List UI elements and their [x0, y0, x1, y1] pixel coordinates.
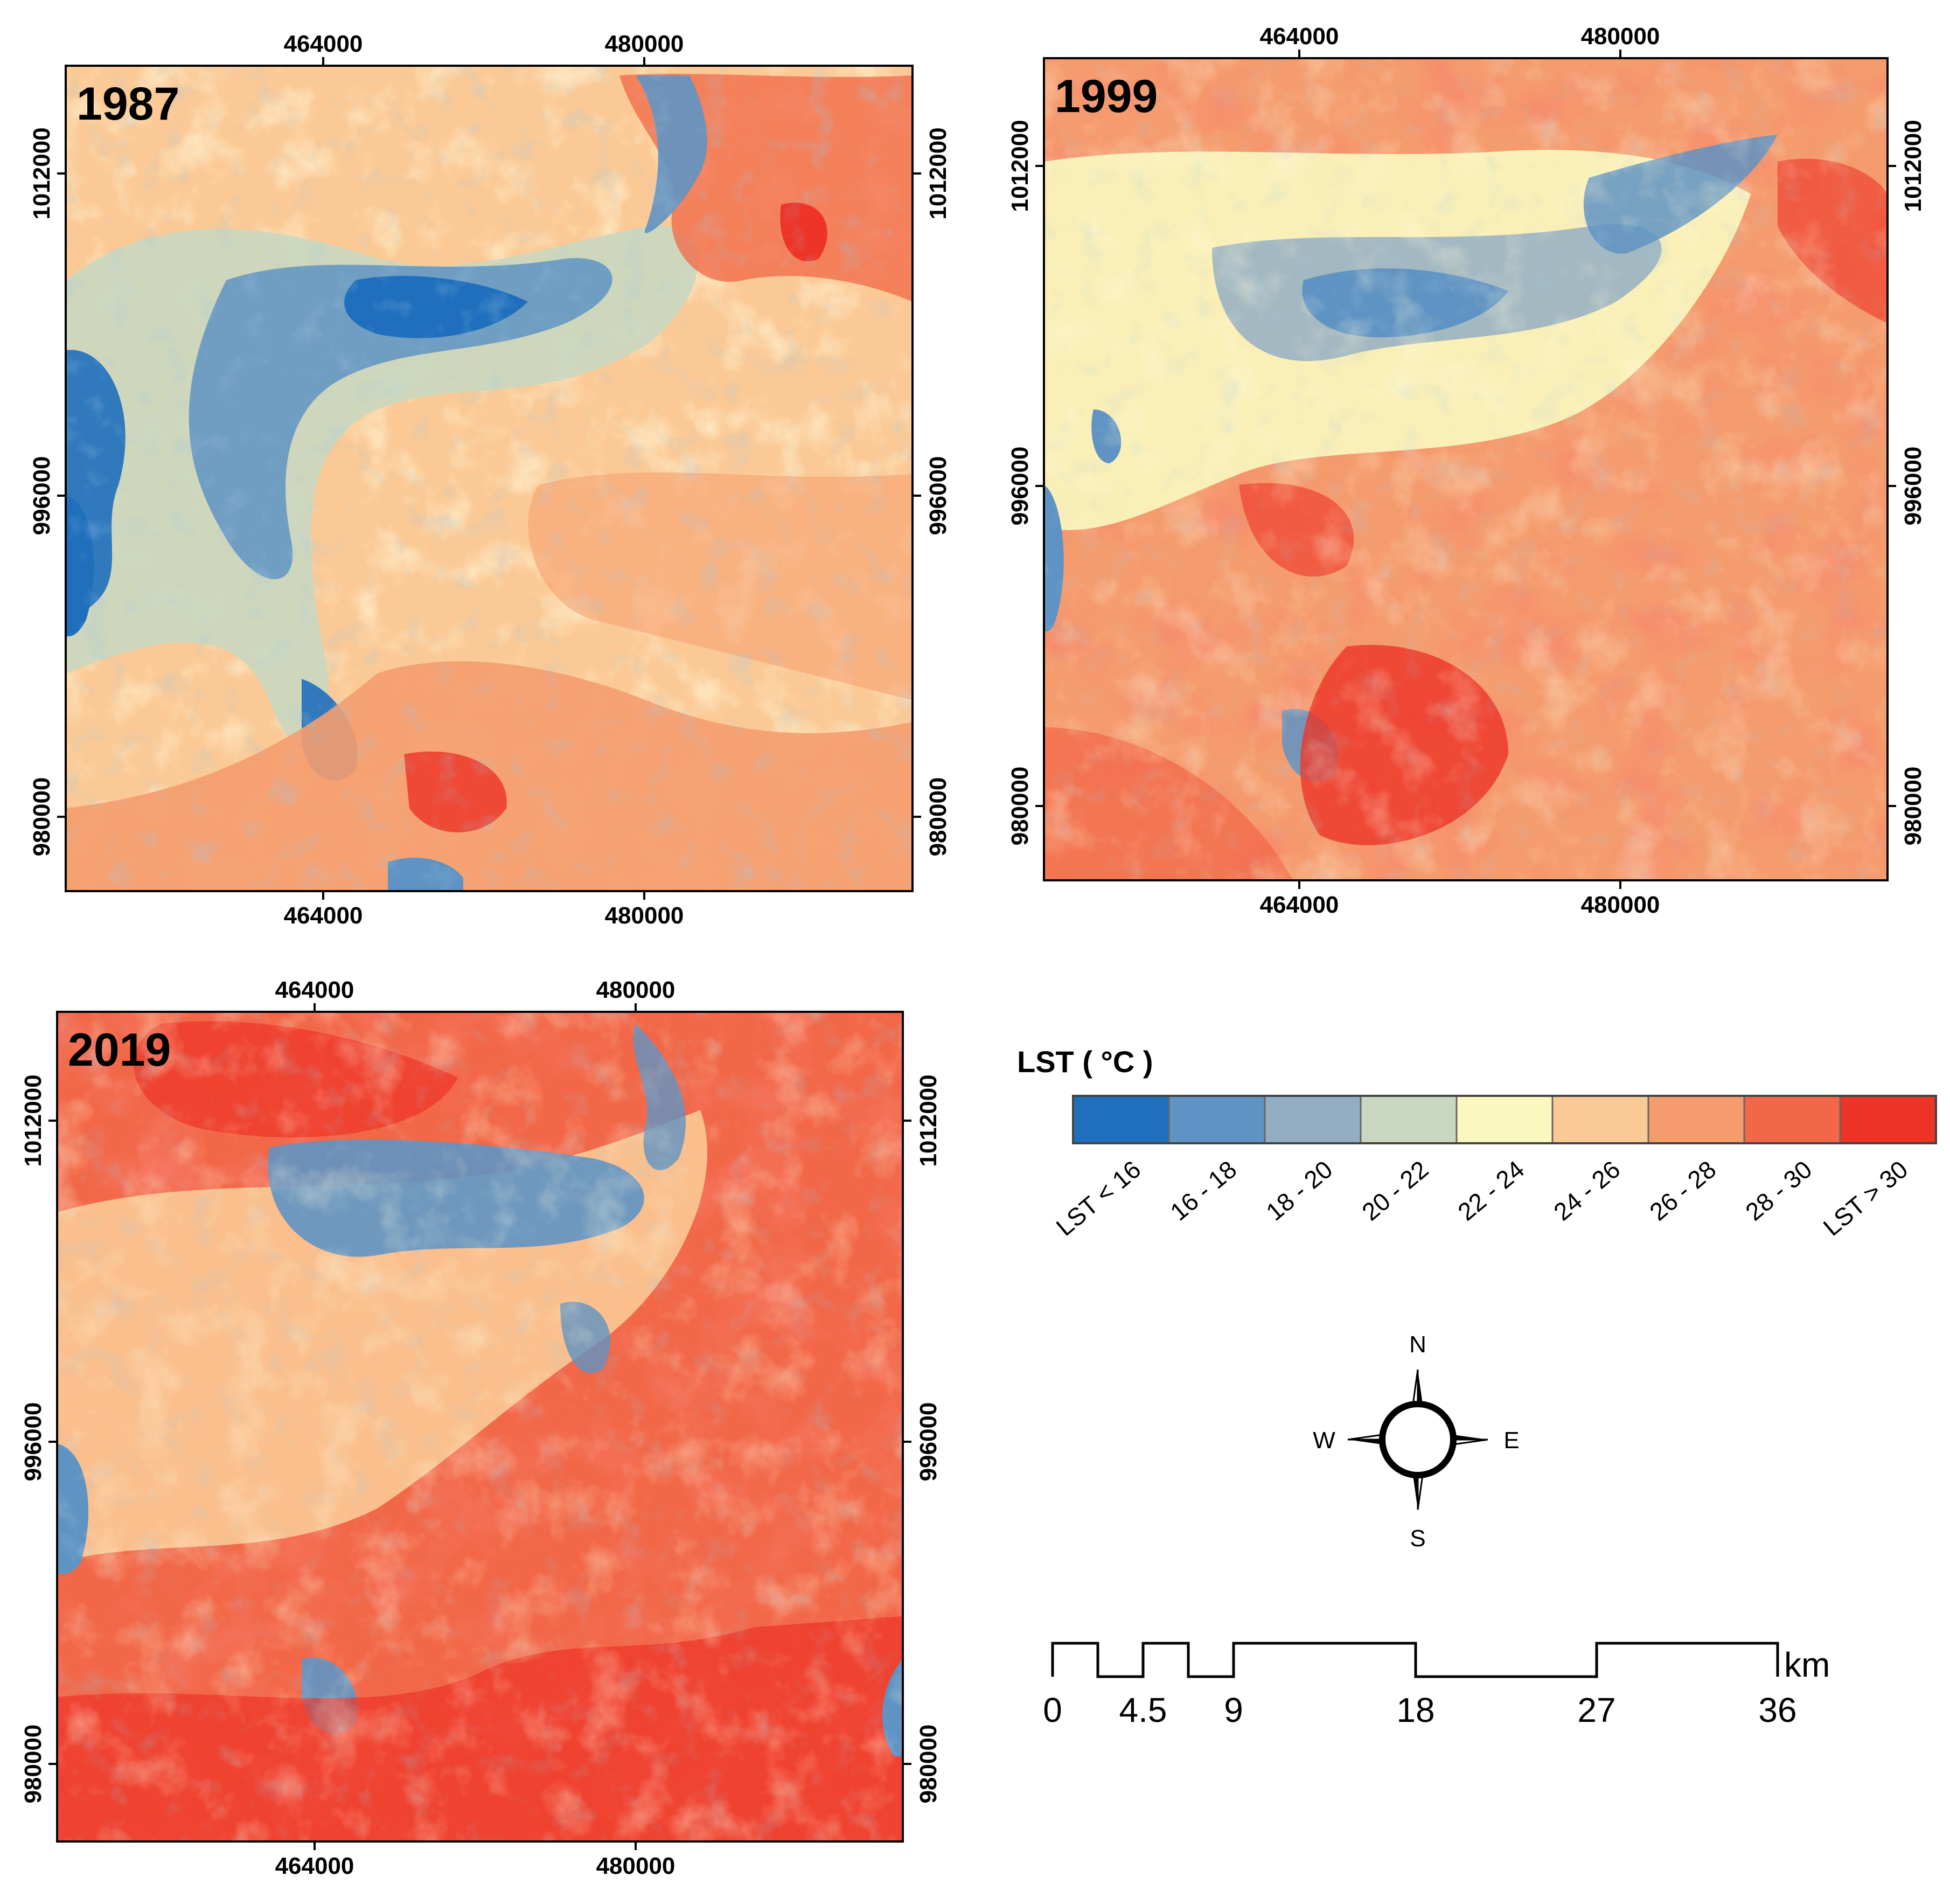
- legend-label: 26 - 28: [1644, 1155, 1721, 1226]
- top-tick-label: 464000: [284, 31, 363, 57]
- lst-raster-2019: [57, 1012, 903, 1842]
- compass-w-label: W: [1313, 1427, 1335, 1454]
- top-tick-label: 480000: [596, 977, 675, 1003]
- map-panel-1987: [65, 65, 914, 892]
- legend-label: 22 - 24: [1452, 1155, 1529, 1226]
- scale-labels: 0 4.5 9 18 27 36: [1043, 1691, 1796, 1729]
- left-tick-label: 1012000: [20, 1074, 46, 1166]
- right-tick-label: 980000: [915, 1725, 942, 1804]
- lst-raster-1999: [1044, 58, 1888, 880]
- scale-label: 18: [1396, 1691, 1434, 1729]
- top-tick-label: 464000: [1260, 23, 1339, 50]
- right-tick-label: 996000: [1900, 447, 1926, 526]
- year-label: 1987: [76, 78, 179, 130]
- year-label: 1999: [1055, 71, 1158, 122]
- compass-s-label: S: [1410, 1525, 1425, 1552]
- left-tick-label: 1012000: [29, 127, 55, 219]
- legend-swatch: [1839, 1095, 1937, 1144]
- left-tick-label: 980000: [1007, 767, 1033, 846]
- right-tick-label: 996000: [915, 1402, 942, 1482]
- legend-swatch: [1072, 1095, 1170, 1144]
- left-tick-label: 996000: [1007, 447, 1033, 526]
- scale-bar-line: [1051, 1642, 1779, 1678]
- legend-label: 16 - 18: [1165, 1155, 1242, 1226]
- north-arrow-compass: N S E W: [1313, 1331, 1519, 1552]
- legend-swatch: [1168, 1095, 1266, 1144]
- right-tick-label: 980000: [925, 777, 951, 857]
- left-tick-label: 1012000: [1007, 120, 1033, 212]
- legend-title: LST ( °C ): [1017, 1045, 1153, 1079]
- axes-1987: 1987 464000 480000 464000 480000 1012000 99600…: [29, 31, 951, 929]
- axes-2019: 2019 464000 480000 464000 480000 1012000 99600…: [20, 977, 942, 1879]
- compass-n-label: N: [1409, 1331, 1426, 1358]
- compass-e-label: E: [1503, 1427, 1519, 1454]
- top-tick-label: 480000: [1581, 23, 1660, 50]
- left-tick-label: 980000: [20, 1725, 46, 1804]
- legend-swatch: [1743, 1095, 1841, 1144]
- top-tick-label: 464000: [275, 977, 354, 1003]
- legend-swatch: [1264, 1095, 1362, 1144]
- legend-swatch: [1360, 1095, 1458, 1144]
- left-tick-label: 996000: [29, 456, 55, 536]
- right-tick-label: 1012000: [925, 127, 951, 219]
- scale-label: 27: [1577, 1691, 1615, 1729]
- legend-label: 20 - 22: [1356, 1155, 1433, 1226]
- map-panel-2019: [56, 1011, 904, 1843]
- scale-label: 0: [1043, 1691, 1062, 1729]
- map-panel-1999: [1043, 57, 1889, 881]
- axes-layer: 1987 464000 480000 464000 480000 1012000 99600…: [20, 23, 1926, 1879]
- legend-label: LST < 16: [1051, 1155, 1146, 1241]
- left-tick-label: 996000: [20, 1402, 46, 1482]
- legend-swatches: LST < 16 16 - 18 18 - 20 20 - 22 22 - 24 24 -…: [1051, 1095, 1937, 1241]
- scale-bar: km 0 4.5 9 18 27 36: [1043, 1642, 1830, 1729]
- lst-legend: LST ( °C ) LST < 16 16 - 18 18 - 20 20 - 22…: [1017, 1045, 1937, 1241]
- right-tick-label: 1012000: [915, 1074, 942, 1166]
- axes-1999: 1999 464000 480000 464000 480000 1012000 99600…: [1007, 23, 1926, 918]
- legend-swatch: [1455, 1095, 1554, 1144]
- bottom-tick-label: 464000: [1260, 892, 1339, 918]
- legend-swatch: [1551, 1095, 1649, 1144]
- legend-label: LST > 30: [1818, 1155, 1913, 1241]
- right-tick-label: 996000: [925, 456, 951, 536]
- right-tick-label: 1012000: [1900, 120, 1926, 212]
- legend-label: 28 - 30: [1740, 1155, 1817, 1226]
- scale-unit: km: [1784, 1645, 1830, 1684]
- scale-label: 9: [1224, 1691, 1243, 1729]
- lst-raster-1987: [66, 66, 913, 891]
- bottom-tick-label: 480000: [596, 1853, 675, 1879]
- left-tick-label: 980000: [29, 777, 55, 857]
- legend-label: 18 - 20: [1260, 1155, 1338, 1226]
- top-tick-label: 480000: [605, 31, 684, 57]
- legend-swatch: [1647, 1095, 1745, 1144]
- compass-ring-icon: [1379, 1401, 1457, 1478]
- legend-label: 24 - 26: [1548, 1155, 1625, 1226]
- bottom-tick-label: 480000: [605, 902, 684, 929]
- scale-label: 36: [1758, 1691, 1796, 1729]
- bottom-tick-label: 480000: [1581, 892, 1660, 918]
- right-tick-label: 980000: [1900, 767, 1926, 846]
- bottom-tick-label: 464000: [275, 1853, 354, 1879]
- scale-label: 4.5: [1119, 1691, 1167, 1729]
- year-label: 2019: [68, 1024, 171, 1076]
- bottom-tick-label: 464000: [284, 902, 363, 929]
